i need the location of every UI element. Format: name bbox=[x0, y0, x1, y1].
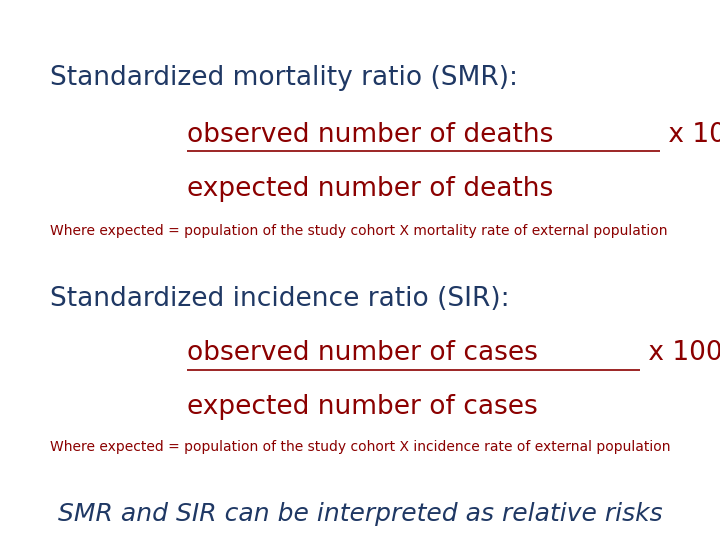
Text: SMR and SIR can be interpreted as relative risks: SMR and SIR can be interpreted as relati… bbox=[58, 502, 662, 526]
Text: Where expected = population of the study cohort X incidence rate of external pop: Where expected = population of the study… bbox=[50, 440, 671, 454]
Text: x 100: x 100 bbox=[660, 122, 720, 147]
Text: Standardized mortality ratio (SMR):: Standardized mortality ratio (SMR): bbox=[50, 65, 518, 91]
Text: observed number of cases: observed number of cases bbox=[187, 340, 538, 366]
Text: observed number of deaths: observed number of deaths bbox=[187, 122, 554, 147]
Text: Where expected = population of the study cohort X mortality rate of external pop: Where expected = population of the study… bbox=[50, 224, 668, 238]
Text: expected number of cases: expected number of cases bbox=[187, 394, 538, 420]
Text: x 100: x 100 bbox=[640, 340, 720, 366]
Text: Standardized incidence ratio (SIR):: Standardized incidence ratio (SIR): bbox=[50, 286, 510, 312]
Text: expected number of deaths: expected number of deaths bbox=[187, 176, 554, 201]
